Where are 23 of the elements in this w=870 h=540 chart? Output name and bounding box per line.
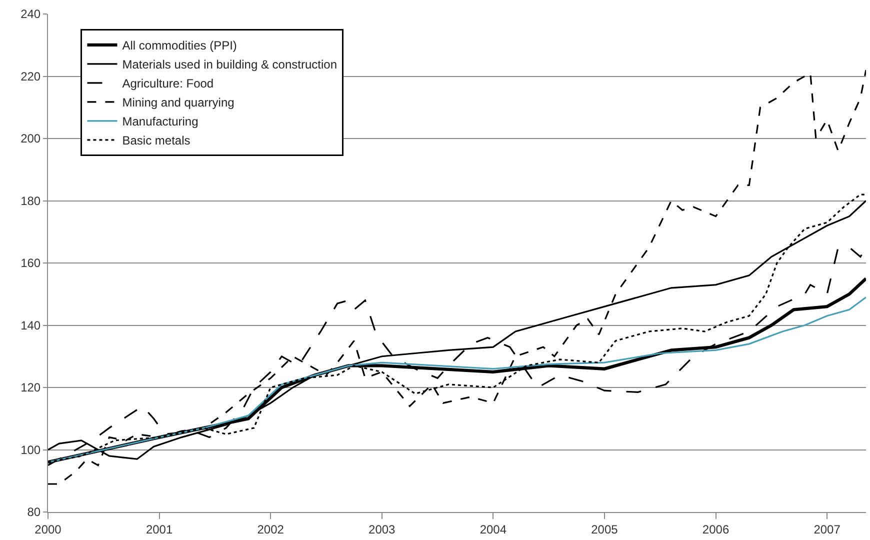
x-tick-label: 2003 — [368, 522, 396, 536]
legend-label: Materials used in building & construction — [122, 58, 337, 72]
x-tick-label: 2007 — [814, 522, 841, 536]
y-tick-label: 160 — [20, 256, 41, 270]
legend-label: Manufacturing — [122, 114, 198, 129]
y-tick-label: 200 — [20, 132, 41, 146]
y-tick-label: 120 — [20, 380, 41, 395]
x-tick-label: 2000 — [34, 522, 62, 536]
y-tick-label: 100 — [20, 442, 41, 457]
legend-label: Basic metals — [122, 134, 190, 148]
x-tick-label: 2002 — [257, 522, 284, 536]
x-tick-label: 2001 — [146, 522, 173, 536]
y-tick-label: 140 — [20, 318, 41, 332]
legend-label: All commodities (PPI) — [122, 38, 237, 53]
y-tick-label: 180 — [20, 194, 41, 208]
legend-label: Agriculture: Food — [122, 76, 214, 91]
legend-label: Mining and quarrying — [122, 96, 234, 110]
y-tick-label: 80 — [27, 505, 41, 520]
y-tick-label: 240 — [20, 7, 41, 22]
x-tick-label: 2004 — [480, 522, 507, 536]
x-tick-label: 2006 — [702, 522, 730, 536]
y-tick-label: 220 — [20, 69, 41, 84]
x-tick-label: 2005 — [591, 522, 618, 536]
